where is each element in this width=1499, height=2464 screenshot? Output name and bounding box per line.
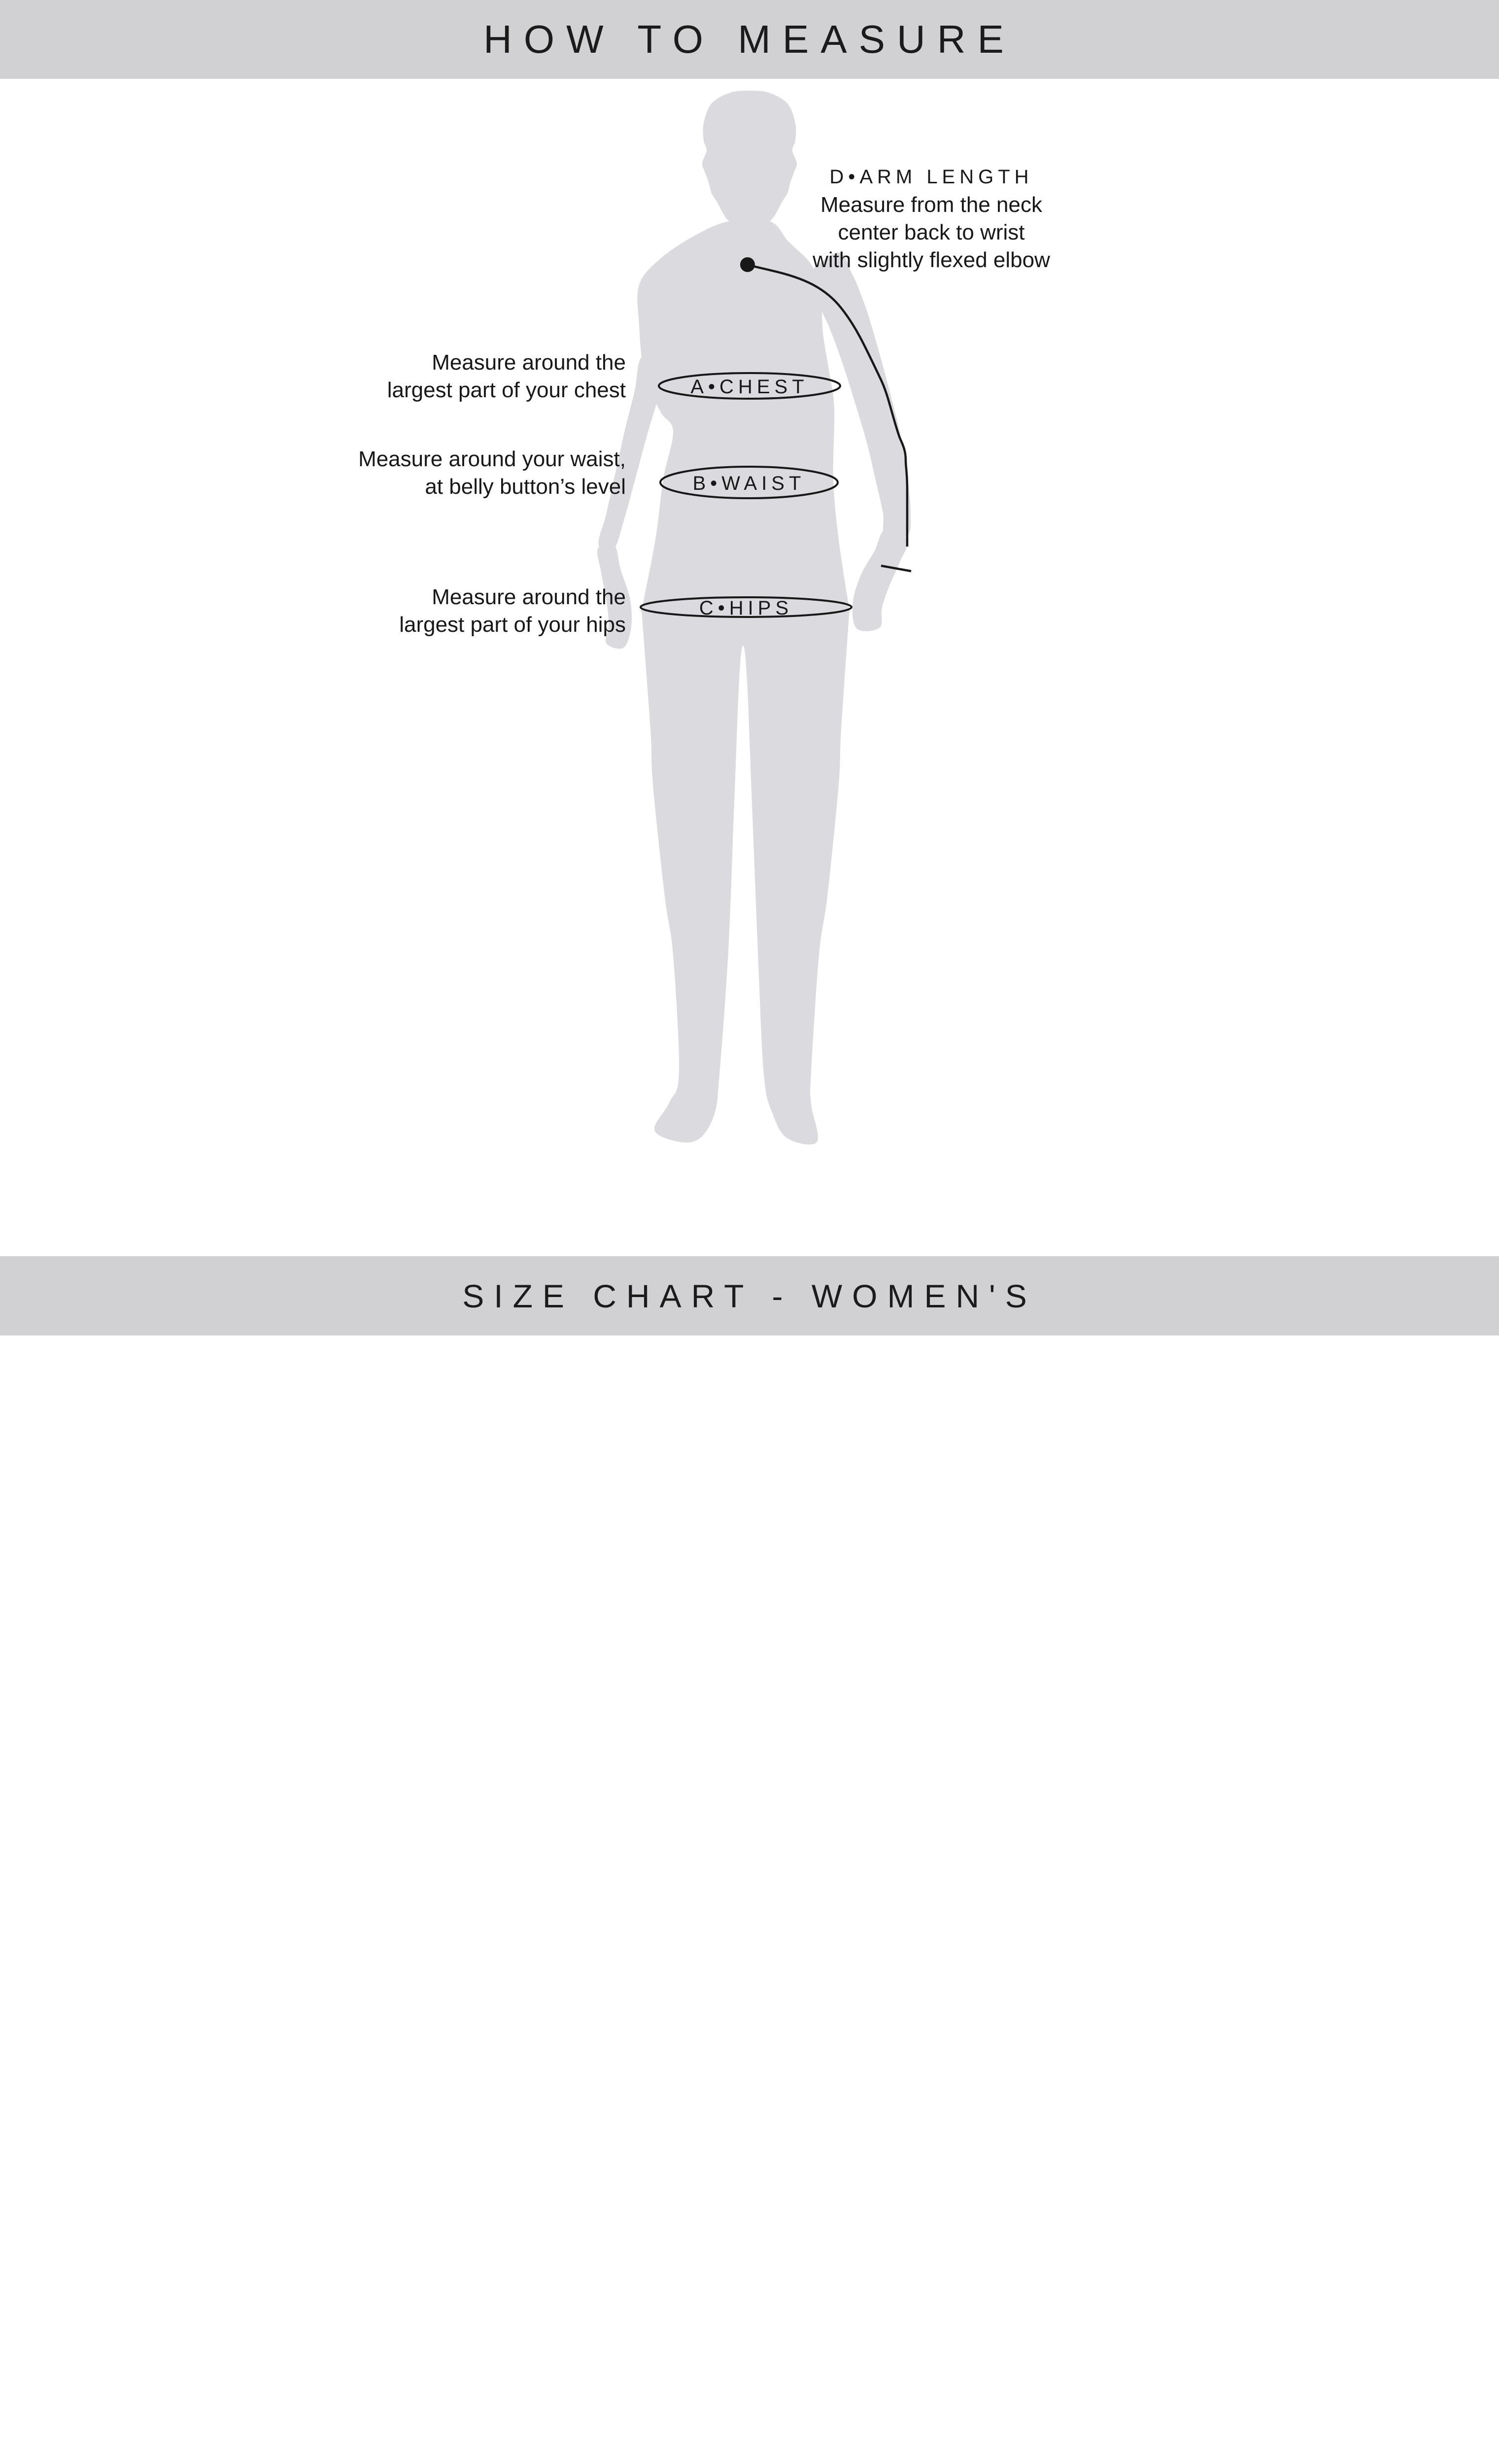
svg-text:Measure around the: Measure around the [432,585,626,609]
svg-text:at belly button’s level: at belly button’s level [425,475,626,499]
svg-text:D•ARM LENGTH: D•ARM LENGTH [829,166,1033,188]
svg-text:center back to wrist: center back to wrist [838,220,1024,244]
svg-text:C•HIPS: C•HIPS [699,597,793,619]
svg-text:Measure around your waist,: Measure around your waist, [358,447,626,471]
svg-text:B•WAIST: B•WAIST [693,473,806,494]
svg-text:Measure from the neck: Measure from the neck [820,193,1043,217]
svg-text:A•CHEST: A•CHEST [690,376,808,398]
svg-text:Measure around the: Measure around the [432,350,626,375]
svg-text:largest part of your chest: largest part of your chest [387,378,626,402]
svg-text:with slightly flexed elbow: with slightly flexed elbow [812,248,1050,272]
svg-text:largest part of your hips: largest part of your hips [399,613,626,637]
